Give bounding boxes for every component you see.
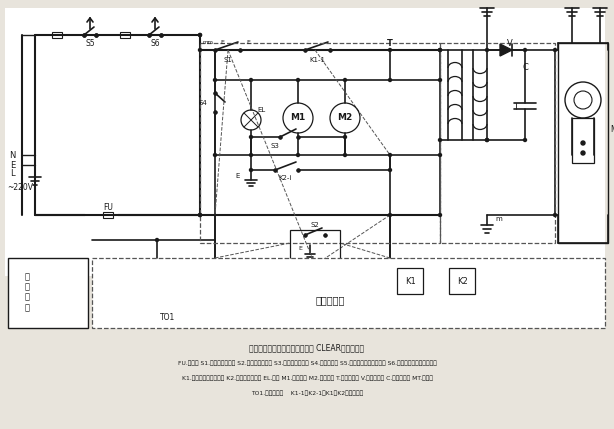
Text: K2-i: K2-i [278, 175, 292, 181]
Circle shape [438, 214, 441, 217]
Bar [103, 212, 113, 218]
Circle shape [343, 136, 346, 139]
Bar [120, 32, 130, 38]
Text: E: E [220, 40, 224, 45]
Circle shape [553, 214, 556, 217]
Circle shape [249, 154, 252, 157]
Circle shape [389, 154, 392, 157]
Circle shape [297, 154, 300, 157]
Bar [572, 118, 594, 163]
Circle shape [524, 48, 526, 51]
Circle shape [524, 139, 526, 142]
Circle shape [249, 79, 252, 82]
Text: E: E [298, 245, 302, 251]
Circle shape [214, 154, 217, 157]
Text: EL: EL [257, 107, 265, 113]
Text: K1.微度火力控制继电器 K2.定时控制继电器 EL.炉灯 M1.风扇电机 M2.转盘电机 T.高压变压器 V.高压二极管 C.高压电容器 MT.磁控管: K1.微度火力控制继电器 K2.定时控制继电器 EL.炉灯 M1.风扇电机 M2… [182, 375, 432, 381]
Text: FU: FU [103, 203, 113, 212]
Circle shape [297, 79, 300, 82]
Text: 条件：炉门一开；薄膜开关一按 CLEAR（取消键）: 条件：炉门一开；薄膜开关一按 CLEAR（取消键） [249, 344, 365, 353]
Bar [440, 43, 555, 243]
Bar [8, 258, 88, 328]
Text: K1-1: K1-1 [309, 57, 325, 63]
Text: M2: M2 [337, 114, 352, 123]
Text: E: E [236, 173, 240, 179]
Text: L: L [10, 169, 15, 178]
Circle shape [389, 169, 392, 172]
Text: M1: M1 [290, 114, 306, 123]
Circle shape [198, 214, 201, 217]
Circle shape [438, 139, 441, 142]
Bar [558, 43, 608, 243]
Circle shape [486, 139, 489, 142]
Text: K2: K2 [457, 277, 467, 286]
Polygon shape [500, 44, 512, 56]
Bar [290, 230, 340, 260]
Circle shape [553, 48, 556, 51]
Text: ~220V: ~220V [7, 184, 33, 193]
Circle shape [389, 214, 392, 217]
Text: K1: K1 [405, 277, 416, 286]
Text: FU.熔断器 S1.门第一联锁开关 S2.门第二联锁开关 S3.门第三联锁开关 S4.门监控开关 S5.炉腔热继电器保护开关 S6.磁控管热继电器保护开关: FU.熔断器 S1.门第一联锁开关 S2.门第二联锁开关 S3.门第三联锁开关 … [177, 360, 437, 366]
Text: S1: S1 [223, 57, 233, 63]
Text: S5: S5 [85, 39, 95, 48]
Circle shape [438, 154, 441, 157]
Circle shape [389, 79, 392, 82]
Text: V: V [507, 39, 513, 48]
Circle shape [198, 33, 201, 36]
Text: S2: S2 [311, 222, 319, 228]
Circle shape [155, 239, 158, 242]
Circle shape [438, 79, 441, 82]
Text: mm: mm [203, 40, 214, 45]
Text: m: m [495, 216, 502, 222]
Circle shape [198, 214, 201, 217]
Text: T: T [387, 39, 393, 48]
Circle shape [198, 33, 201, 36]
Text: 薄
膜
开
关: 薄 膜 开 关 [25, 272, 29, 312]
Bar [52, 32, 62, 38]
Bar [200, 43, 440, 243]
Circle shape [343, 79, 346, 82]
Text: N: N [9, 151, 15, 160]
Circle shape [389, 48, 392, 51]
Text: E: E [246, 40, 250, 45]
Bar [5, 8, 605, 276]
Circle shape [249, 169, 252, 172]
Circle shape [581, 151, 585, 155]
Text: S4: S4 [198, 100, 207, 106]
Text: E: E [10, 160, 15, 169]
Text: S6: S6 [150, 39, 160, 48]
Bar [397, 268, 423, 294]
Text: 电脑控制板: 电脑控制板 [316, 295, 344, 305]
Bar [92, 258, 605, 328]
Circle shape [343, 154, 346, 157]
Text: S3: S3 [271, 143, 279, 149]
Circle shape [438, 48, 441, 51]
Text: MT: MT [610, 126, 614, 135]
Text: TO1.低压变压器    K1-1、K2-1、K1、K2继电器开关: TO1.低压变压器 K1-1、K2-1、K1、K2继电器开关 [251, 390, 363, 396]
Text: C: C [522, 63, 528, 73]
Circle shape [214, 79, 217, 82]
Circle shape [249, 136, 252, 139]
Bar [449, 268, 475, 294]
Circle shape [438, 48, 441, 51]
Text: TO1: TO1 [160, 314, 176, 323]
Circle shape [581, 141, 585, 145]
Circle shape [486, 48, 489, 51]
Circle shape [198, 48, 201, 51]
Circle shape [486, 139, 489, 142]
